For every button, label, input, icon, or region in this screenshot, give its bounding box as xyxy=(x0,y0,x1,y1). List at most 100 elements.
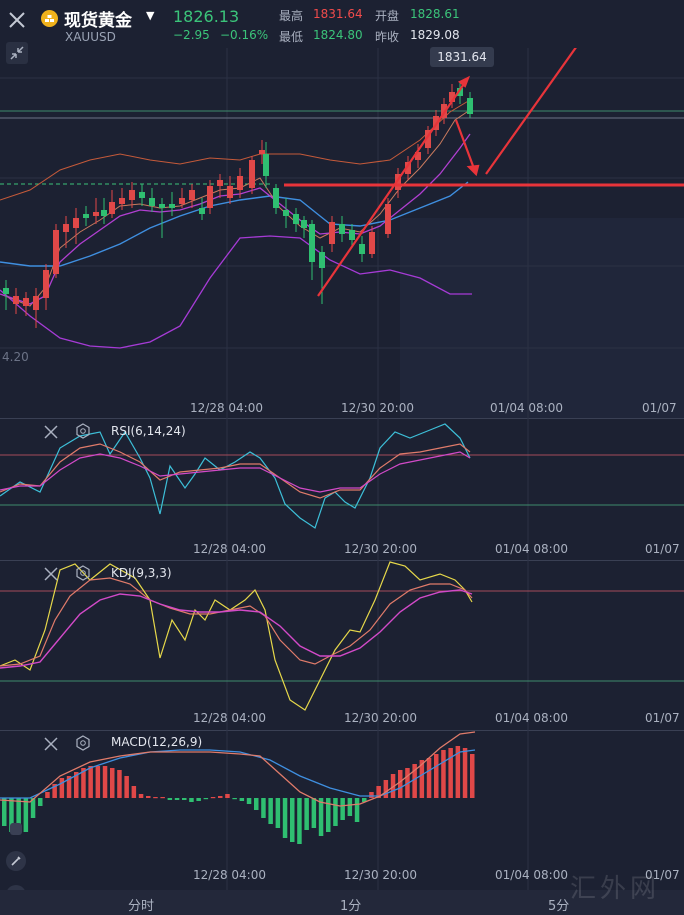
gold-coin-icon xyxy=(41,10,58,27)
macd-bar xyxy=(2,798,7,826)
open-label: 开盘 xyxy=(375,9,400,23)
candlestick-chart[interactable]: 12/28 04:00 12/30 20:00 01/04 08:00 01/0… xyxy=(0,48,684,418)
high-label: 最高 xyxy=(279,9,304,23)
candle-body xyxy=(63,224,69,232)
macd-bar xyxy=(470,754,475,798)
bollinger-upper xyxy=(0,99,471,201)
settings-icon[interactable] xyxy=(76,735,90,751)
macd-bar xyxy=(88,766,93,798)
macd-bar xyxy=(419,760,425,798)
candle-body xyxy=(395,174,401,190)
prev-close-value: 1829.08 xyxy=(410,28,460,42)
macd-bar xyxy=(412,764,417,798)
macd-bar xyxy=(160,797,165,799)
close-icon[interactable] xyxy=(6,9,28,31)
time-label: 01/04 08:00 xyxy=(495,868,568,882)
tab-1min[interactable]: 1分 xyxy=(340,899,362,914)
macd-bar xyxy=(182,798,187,800)
macd-bar xyxy=(138,794,144,798)
macd-bar xyxy=(167,798,173,800)
kdj-grid xyxy=(226,560,529,730)
settings-icon[interactable] xyxy=(76,565,90,581)
candle-body xyxy=(169,204,175,208)
candle-body xyxy=(283,210,289,216)
time-label: 01/04 08:00 xyxy=(495,711,568,725)
candle-body xyxy=(43,270,49,298)
candle-body xyxy=(405,162,411,174)
candle-body xyxy=(207,186,213,208)
rsi-24-line xyxy=(0,451,471,493)
instrument-title[interactable]: 现货黄金 xyxy=(64,11,132,31)
high-value: 1831.64 xyxy=(313,7,363,21)
tab-timeshare[interactable]: 分时 xyxy=(128,899,155,914)
rsi-panel[interactable]: RSI(6,14,24) 12/28 04:00 12/30 20:00 01/… xyxy=(0,418,684,560)
macd-bar xyxy=(30,798,36,818)
instrument-symbol: XAUUSD xyxy=(65,30,116,44)
macd-bar xyxy=(369,792,374,798)
time-label: 12/30 20:00 xyxy=(341,401,414,415)
settings-icon[interactable] xyxy=(76,423,90,439)
macd-bar xyxy=(340,798,345,820)
macd-bar xyxy=(304,798,309,830)
dropdown-caret-icon[interactable]: ▼ xyxy=(146,9,155,22)
open-value: 1828.61 xyxy=(410,7,460,21)
close-icon[interactable] xyxy=(44,425,58,439)
macd-panel[interactable]: MACD(12,26,9) 12/28 04:00 12/30 20:00 01… xyxy=(0,730,684,890)
candle-body xyxy=(369,232,375,254)
pencil-icon[interactable] xyxy=(6,851,26,871)
macd-bar xyxy=(52,784,57,798)
macd-bar xyxy=(95,766,101,798)
macd-bar xyxy=(38,798,43,806)
macd-bar xyxy=(376,786,381,798)
candle-body xyxy=(13,296,19,304)
kdj-panel[interactable]: KDJ(9,3,3) 12/28 04:00 12/30 20:00 01/04… xyxy=(0,560,684,730)
rsi-14-line xyxy=(0,443,471,499)
prev-close-label: 昨收 xyxy=(375,30,400,44)
macd-dea-line xyxy=(0,749,476,799)
macd-bar xyxy=(311,798,317,828)
close-icon[interactable] xyxy=(44,567,58,581)
candle-body xyxy=(237,176,243,190)
candle-body xyxy=(385,204,391,234)
macd-bar xyxy=(23,798,29,832)
kdj-k-line xyxy=(0,577,473,667)
macd-bar xyxy=(110,768,115,798)
time-label: 01/07 xyxy=(645,868,680,882)
kdj-j-line xyxy=(0,561,473,711)
current-price: 1826.13 xyxy=(173,7,240,26)
tab-5min[interactable]: 5分 xyxy=(548,899,570,914)
candles xyxy=(3,82,473,328)
macd-bar xyxy=(131,786,137,798)
drag-hand-icon[interactable] xyxy=(6,818,26,838)
candle-body xyxy=(309,224,315,262)
macd-bar xyxy=(81,768,86,798)
background-block xyxy=(400,218,684,418)
macd-bar xyxy=(225,794,230,798)
macd-bar xyxy=(153,797,158,799)
macd-bar xyxy=(16,798,21,828)
candle-body xyxy=(159,204,165,208)
price-change-percent: −0.16% xyxy=(220,28,269,42)
macd-bar xyxy=(189,798,194,802)
candle-body xyxy=(273,188,279,208)
candle-body xyxy=(449,92,455,102)
close-icon[interactable] xyxy=(44,737,58,751)
time-label: 01/07 xyxy=(642,401,677,415)
collapse-icon[interactable] xyxy=(6,42,28,64)
macd-bar xyxy=(275,798,281,828)
candle-body xyxy=(359,244,365,254)
low-value: 1824.80 xyxy=(313,28,363,42)
candle-body xyxy=(119,198,125,204)
candle-body xyxy=(227,186,233,198)
macd-bar xyxy=(297,798,302,844)
watermark: 汇外网 xyxy=(570,874,661,904)
candle-body xyxy=(83,214,89,218)
macd-dif-line xyxy=(0,731,476,807)
candle-body xyxy=(149,198,155,206)
macd-bar xyxy=(362,798,367,802)
macd-bar xyxy=(290,798,295,842)
macd-bar xyxy=(218,796,223,798)
rsi-grid xyxy=(226,418,529,560)
macd-bar xyxy=(354,798,360,822)
macd-bar xyxy=(117,770,122,798)
